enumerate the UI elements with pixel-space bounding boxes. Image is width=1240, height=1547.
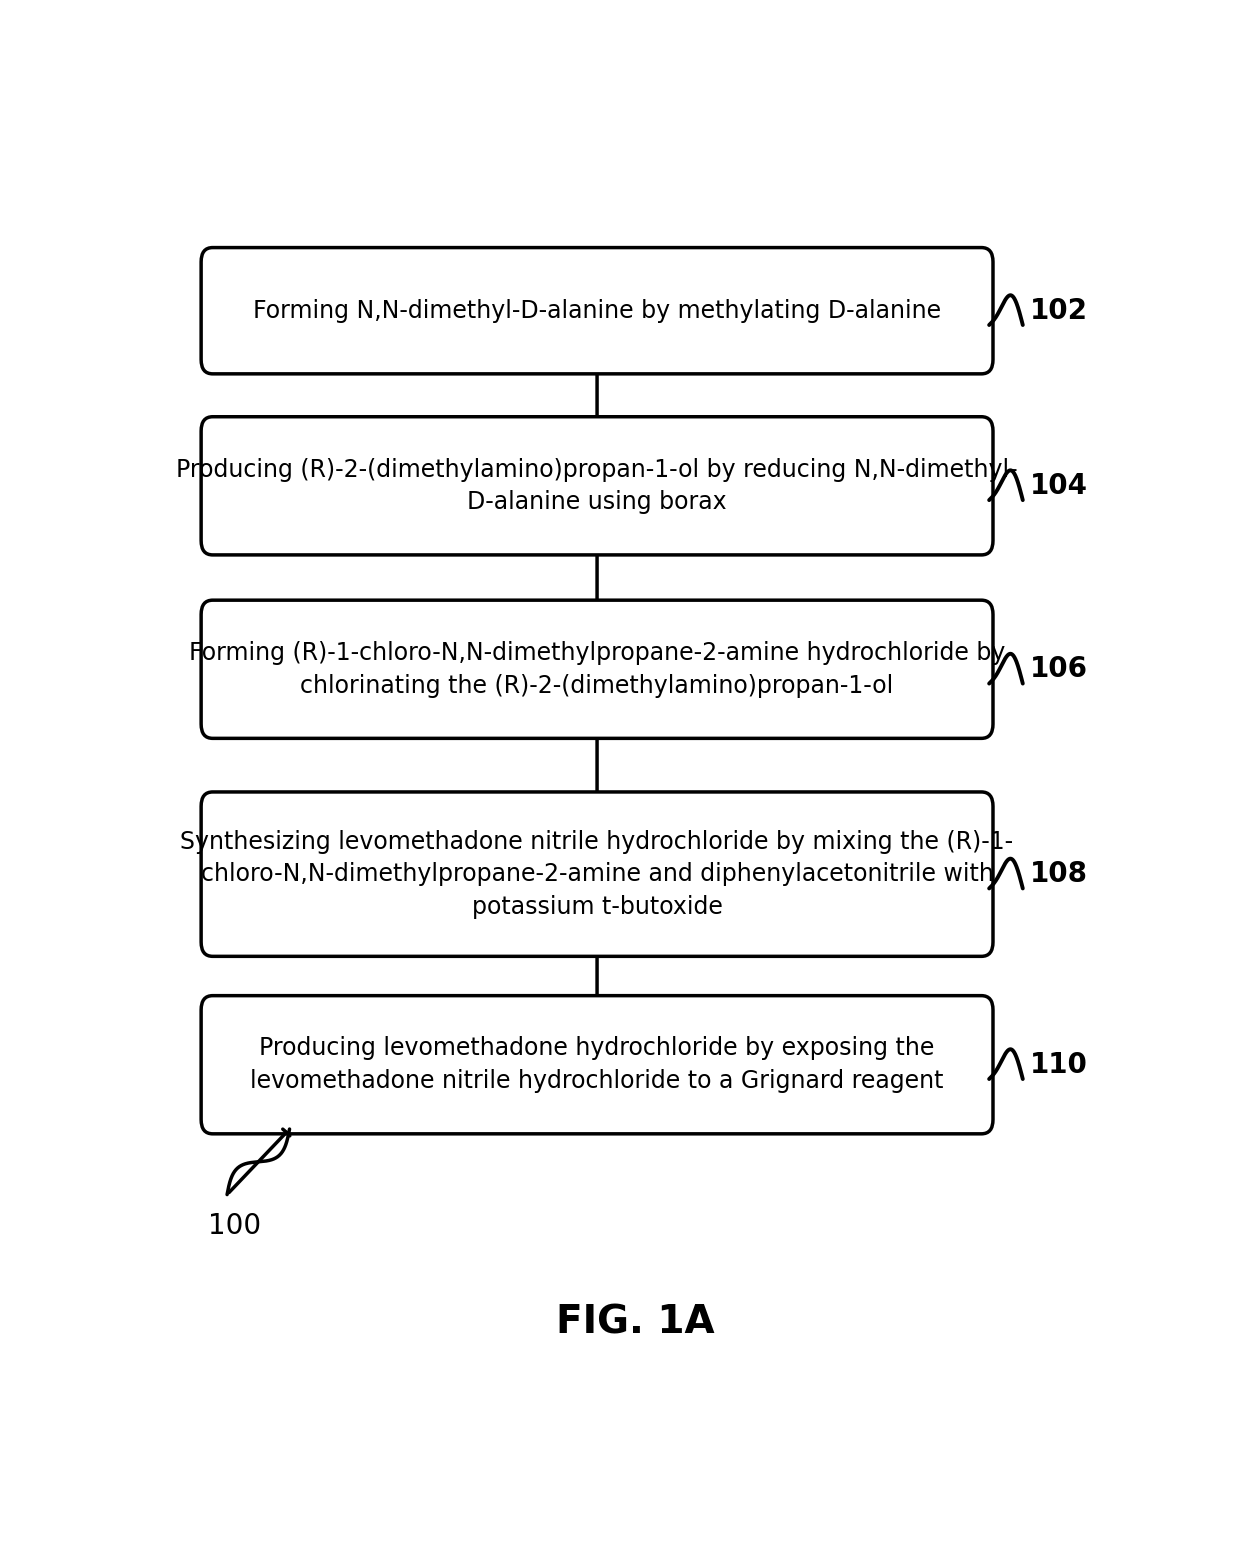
- Text: 100: 100: [208, 1213, 260, 1241]
- FancyBboxPatch shape: [201, 792, 993, 956]
- Text: Producing levomethadone hydrochloride by exposing the
levomethadone nitrile hydr: Producing levomethadone hydrochloride by…: [250, 1036, 944, 1094]
- Text: 102: 102: [1029, 297, 1087, 325]
- FancyBboxPatch shape: [201, 416, 993, 555]
- Text: Forming N,N-dimethyl-D-alanine by methylating D-alanine: Forming N,N-dimethyl-D-alanine by methyl…: [253, 299, 941, 323]
- Text: 106: 106: [1029, 656, 1087, 684]
- FancyBboxPatch shape: [201, 996, 993, 1134]
- FancyBboxPatch shape: [201, 600, 993, 738]
- Text: FIG. 1A: FIG. 1A: [557, 1303, 714, 1341]
- FancyBboxPatch shape: [201, 248, 993, 374]
- Text: Forming (R)-1-chloro-N,N-dimethylpropane-2-amine hydrochloride by
chlorinating t: Forming (R)-1-chloro-N,N-dimethylpropane…: [188, 640, 1006, 698]
- Text: 110: 110: [1029, 1050, 1087, 1078]
- Text: Synthesizing levomethadone nitrile hydrochloride by mixing the (R)-1-
chloro-N,N: Synthesizing levomethadone nitrile hydro…: [181, 829, 1013, 919]
- Text: 108: 108: [1029, 860, 1087, 888]
- Text: 104: 104: [1029, 472, 1087, 500]
- Text: Producing (R)-2-(dimethylamino)propan-1-ol by reducing N,N-dimethyl-
D-alanine u: Producing (R)-2-(dimethylamino)propan-1-…: [176, 458, 1018, 514]
